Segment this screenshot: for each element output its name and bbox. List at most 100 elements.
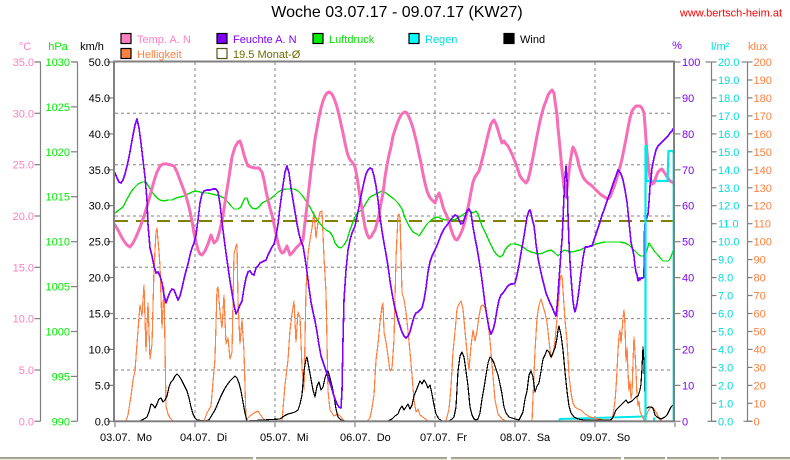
svg-text:5.0: 5.0 (718, 327, 733, 339)
svg-text:08.07. Sa: 08.07. Sa (500, 432, 551, 444)
svg-text:Feuchte A. N: Feuchte A. N (233, 34, 297, 46)
svg-text:8.0: 8.0 (718, 273, 733, 285)
svg-text:%: % (672, 40, 682, 52)
svg-text:25.0: 25.0 (89, 237, 110, 249)
svg-text:14.0: 14.0 (718, 165, 739, 177)
svg-text:Temp. A. N: Temp. A. N (137, 34, 191, 46)
svg-text:19.5 Monat-Ø: 19.5 Monat-Ø (233, 49, 301, 61)
svg-text:07.07. Fr: 07.07. Fr (420, 432, 467, 444)
svg-text:15.0: 15.0 (13, 262, 34, 274)
svg-text:30: 30 (682, 309, 694, 321)
svg-text:1030: 1030 (46, 57, 70, 69)
svg-text:25.0: 25.0 (13, 160, 34, 172)
svg-text:www.bertsch-heim.at: www.bertsch-heim.at (679, 8, 782, 20)
svg-text:13.0: 13.0 (718, 183, 739, 195)
svg-text:4.0: 4.0 (718, 344, 733, 356)
svg-text:20: 20 (682, 344, 694, 356)
svg-text:50.0: 50.0 (89, 57, 110, 69)
svg-text:9.0: 9.0 (718, 255, 733, 267)
svg-text:1010: 1010 (46, 237, 70, 249)
svg-text:05.07. Mi: 05.07. Mi (260, 432, 308, 444)
svg-text:1005: 1005 (46, 282, 70, 294)
svg-text:Helligkeit: Helligkeit (137, 49, 182, 61)
svg-text:160: 160 (754, 129, 772, 141)
svg-text:100: 100 (682, 57, 700, 69)
svg-text:110: 110 (754, 219, 772, 231)
svg-text:1000: 1000 (46, 327, 70, 339)
svg-text:7.0: 7.0 (718, 291, 733, 303)
svg-text:20.0: 20.0 (89, 273, 110, 285)
svg-text:0: 0 (754, 416, 760, 428)
svg-text:20.0: 20.0 (718, 57, 739, 69)
svg-text:0: 0 (682, 416, 688, 428)
svg-text:35.0: 35.0 (13, 57, 34, 69)
svg-text:15.0: 15.0 (89, 309, 110, 321)
svg-text:50: 50 (682, 237, 694, 249)
svg-text:70: 70 (754, 291, 766, 303)
svg-text:Wind: Wind (520, 34, 545, 46)
svg-text:190: 190 (754, 75, 772, 87)
svg-text:170: 170 (754, 111, 772, 123)
svg-text:200: 200 (754, 57, 772, 69)
svg-text:0.0: 0.0 (19, 416, 34, 428)
svg-text:Regen: Regen (425, 34, 457, 46)
svg-text:5.0: 5.0 (95, 380, 110, 392)
svg-text:19.0: 19.0 (718, 75, 739, 87)
svg-text:60: 60 (682, 201, 694, 213)
svg-text:45.0: 45.0 (89, 93, 110, 105)
svg-text:hPa: hPa (48, 41, 68, 53)
svg-text:80: 80 (754, 273, 766, 285)
svg-text:Luftdruck: Luftdruck (329, 34, 375, 46)
svg-text:35.0: 35.0 (89, 165, 110, 177)
svg-text:990: 990 (52, 416, 70, 428)
svg-text:100: 100 (754, 237, 772, 249)
svg-text:0.0: 0.0 (718, 416, 733, 428)
svg-text:6.0: 6.0 (718, 309, 733, 321)
svg-text:90: 90 (682, 93, 694, 105)
svg-text:150: 150 (754, 147, 772, 159)
svg-text:km/h: km/h (80, 41, 104, 53)
svg-text:30.0: 30.0 (13, 108, 34, 120)
svg-text:70: 70 (682, 165, 694, 177)
svg-text:09.07. So: 09.07. So (580, 432, 630, 444)
svg-text:°C: °C (19, 41, 31, 53)
svg-text:Woche 03.07.17 - 09.07.17 (KW2: Woche 03.07.17 - 09.07.17 (KW27) (271, 4, 522, 21)
svg-text:15.0: 15.0 (718, 147, 739, 159)
svg-text:18.0: 18.0 (718, 93, 739, 105)
svg-text:130: 130 (754, 183, 772, 195)
svg-text:60: 60 (754, 309, 766, 321)
svg-text:10: 10 (682, 380, 694, 392)
svg-text:10.0: 10.0 (89, 344, 110, 356)
svg-text:10.0: 10.0 (13, 314, 34, 326)
svg-text:10.0: 10.0 (718, 237, 739, 249)
svg-text:16.0: 16.0 (718, 129, 739, 141)
svg-text:04.07. Di: 04.07. Di (180, 432, 227, 444)
svg-text:20: 20 (754, 380, 766, 392)
svg-text:03.07. Mo: 03.07. Mo (100, 432, 152, 444)
svg-text:17.0: 17.0 (718, 111, 739, 123)
svg-text:20.0: 20.0 (13, 211, 34, 223)
svg-text:klux: klux (748, 41, 768, 53)
svg-text:80: 80 (682, 129, 694, 141)
svg-text:30: 30 (754, 362, 766, 374)
svg-text:40.0: 40.0 (89, 129, 110, 141)
svg-text:1025: 1025 (46, 102, 70, 114)
svg-text:50: 50 (754, 327, 766, 339)
svg-text:l/m²: l/m² (711, 41, 730, 53)
svg-text:180: 180 (754, 93, 772, 105)
svg-text:120: 120 (754, 201, 772, 213)
svg-text:90: 90 (754, 255, 766, 267)
svg-text:2.0: 2.0 (718, 380, 733, 392)
svg-text:06.07. Do: 06.07. Do (340, 432, 391, 444)
svg-text:40: 40 (754, 344, 766, 356)
svg-text:1.0: 1.0 (718, 398, 733, 410)
svg-text:30.0: 30.0 (89, 201, 110, 213)
svg-text:12.0: 12.0 (718, 201, 739, 213)
svg-text:11.0: 11.0 (718, 219, 739, 231)
svg-text:10: 10 (754, 398, 766, 410)
svg-text:3.0: 3.0 (718, 362, 733, 374)
svg-text:995: 995 (52, 371, 70, 383)
svg-text:140: 140 (754, 165, 772, 177)
svg-text:0.0: 0.0 (95, 416, 110, 428)
svg-text:5.0: 5.0 (19, 365, 34, 377)
